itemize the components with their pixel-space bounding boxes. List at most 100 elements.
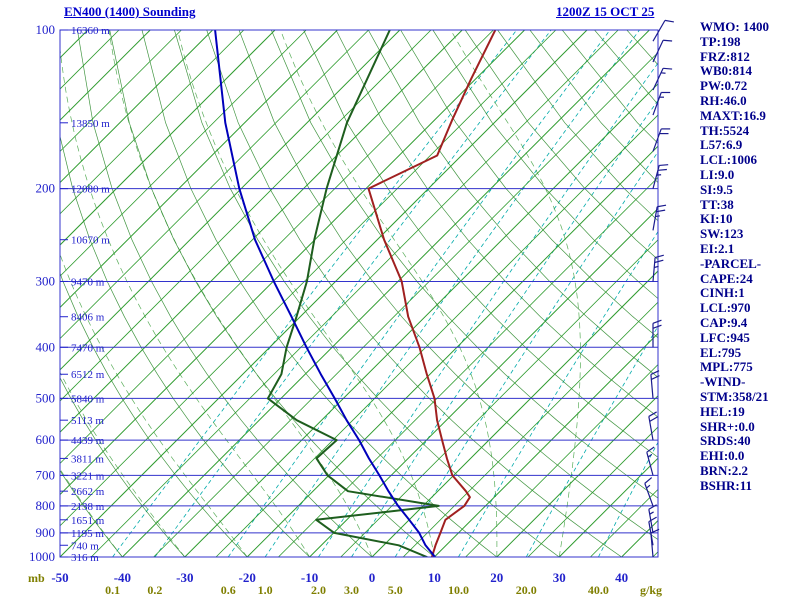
index-line: BRN:2.2 [700,462,749,478]
isotherm-line [60,30,369,340]
wind-barb [652,164,669,189]
parcel-curve [214,30,436,557]
mixing-ratio-label: 0.6 [221,583,236,597]
temp-label: -10 [301,570,318,585]
dry-adiabat-line [432,30,658,299]
dewpoint-curve [266,30,440,557]
temp-label: -30 [176,570,193,585]
isotherm-line [60,30,307,277]
pressure-label: 400 [36,339,56,354]
pressure-label: 300 [36,273,56,288]
index-line: LFC:945 [700,329,750,345]
isotherm-line [465,364,658,557]
mixing-ratio-label: 2.0 [311,583,326,597]
height-label: 2662 m [71,486,105,498]
temperature-curve [367,30,497,557]
wind-barb [652,128,671,152]
isotherm-line [60,30,432,402]
height-label: 12080 m [71,184,110,196]
index-line: FRZ:812 [700,48,750,64]
mixing-ratio-line [264,30,640,557]
wind-barb [644,477,654,507]
dry-adiabat-line [400,30,658,339]
mixing-ratio-label: 5.0 [388,583,403,597]
temp-label: 0 [369,570,376,585]
pressure-label: 100 [36,22,56,37]
wind-barb [652,91,671,116]
moist-adiabat-line [280,30,498,557]
wind-barb [652,204,667,231]
isotherm-line [60,30,182,152]
dry-adiabat-line [238,30,658,540]
mixing-ratio-label: 20.0 [516,583,537,597]
sounding-curves [214,30,497,557]
index-line: HEL:19 [700,403,745,419]
wind-barbs [644,19,674,558]
moist-adiabat-line [108,30,373,557]
isotherm-line [278,176,658,557]
index-line: KI:10 [700,211,733,227]
index-line: TH:5524 [700,122,750,138]
dry-adiabat-line [77,30,373,557]
temp-label: 10 [428,570,441,585]
wind-barb [652,319,662,348]
isotherm-line [215,114,658,557]
height-label: 5113 m [71,415,104,427]
index-line: MAXT:16.9 [700,107,766,123]
background-grid [60,30,658,557]
index-line: STM:358/21 [700,388,769,404]
wind-barb [648,411,658,441]
temp-label: 30 [553,570,566,585]
index-line: MPL:775 [700,359,753,375]
isotherm-line [60,30,494,464]
dry-adiabat-line [141,30,498,557]
index-line: CAPE:24 [700,270,753,286]
wind-barb [646,446,655,476]
isotherm-line [246,145,658,557]
isotherm-line [60,30,245,215]
isotherm-line [60,30,338,309]
temp-label: 40 [615,570,628,585]
isotherm-line [60,30,213,184]
mixing-ratio-label: 1.0 [258,583,273,597]
indices-panel: WMO: 1400 TP:198 FRZ:812 WB0:814 PW:0.72 RH:4… [700,19,800,494]
height-label: 10670 m [71,235,110,247]
index-line: L57:6.9 [700,137,743,153]
index-line: EHI:0.0 [700,448,745,464]
height-label: 1195 m [71,528,104,540]
pressure-label: 700 [36,467,56,482]
isotherm-line [60,30,151,121]
moist-adiabat-line [60,371,186,557]
isotherm-line [184,83,658,557]
plot-frame [59,29,659,558]
mixing-ratio-line [154,30,552,557]
index-line: EI:2.1 [700,240,735,256]
mixing-ratio-line [351,99,658,557]
index-line: EL:795 [700,344,742,360]
index-line: LI:9.0 [700,166,735,182]
isotherm-line [402,301,658,557]
dry-adiabat-line [303,30,658,458]
datetime-label: 1200Z 15 OCT 25 [556,4,655,19]
pressure-label: 1000 [29,549,55,564]
moist-adiabat-line [60,45,310,557]
isotherm-line [558,457,658,557]
pressure-label: 900 [36,525,56,540]
height-label: 8406 m [71,312,105,324]
height-label: 1651 m [71,515,105,527]
height-label: 4439 m [71,435,105,447]
mixing-ratio-line [394,151,658,557]
index-line: -WIND- [700,374,746,390]
isotherm-line [527,426,658,557]
index-line: TT:38 [700,196,734,212]
pressure-label: 600 [36,432,56,447]
isotherm-line [60,30,401,371]
index-line: WB0:814 [700,63,752,79]
height-label: 13850 m [71,118,110,130]
wind-barb [652,254,664,282]
index-line: BSHR:11 [700,477,753,493]
index-line: PW:0.72 [700,78,748,94]
mixing-ratio-line [112,30,518,557]
isotherm-line [90,30,619,557]
index-line: SRDS:40 [700,433,751,449]
